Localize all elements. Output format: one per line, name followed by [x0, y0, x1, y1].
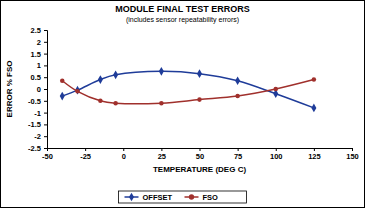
tick: -50	[42, 148, 53, 161]
tick-label: 0	[37, 85, 41, 94]
tick-mark	[44, 65, 47, 66]
tick-mark	[44, 148, 47, 149]
tick-label: -50	[42, 152, 53, 161]
tick: 100	[270, 148, 283, 161]
series-marker	[197, 69, 202, 78]
series-marker	[98, 99, 103, 104]
tick: 1.5	[31, 50, 47, 59]
tick: 2.5	[31, 26, 47, 35]
tick-label: 1	[37, 61, 41, 70]
series-marker	[197, 97, 202, 102]
series-marker	[75, 89, 80, 94]
tick-mark	[44, 77, 47, 78]
tick: 150	[346, 148, 359, 161]
tick: -2.5	[28, 144, 47, 153]
tick-label: -0.5	[28, 97, 41, 106]
axis-line	[48, 149, 353, 152]
chart-border	[1, 1, 365, 208]
tick-label: 0.5	[31, 73, 41, 82]
x-axis: -50 -25 0 25 50 75 100 125 150	[42, 148, 359, 161]
tick: 125	[308, 148, 321, 161]
series-line	[62, 71, 314, 108]
series-marker	[113, 101, 118, 106]
tick-label: 2	[37, 38, 41, 47]
series-marker	[113, 70, 118, 79]
tick-mark	[44, 113, 47, 114]
tick: 75	[234, 148, 242, 161]
tick-label: 1.5	[31, 50, 41, 59]
series-marker	[311, 104, 316, 113]
tick: 0	[37, 85, 47, 94]
tick: 0.5	[31, 73, 47, 82]
tick-mark	[44, 101, 47, 102]
subtitle: (includes sensor repeatability errors)	[126, 16, 239, 24]
tick: -0.5	[28, 97, 47, 106]
tick: -2	[34, 132, 47, 141]
legend-label: FSO	[203, 193, 219, 202]
axis-line	[44, 31, 48, 149]
tick-mark	[44, 42, 47, 43]
tick-label: -1	[34, 109, 41, 118]
title: MODULE FINAL TEST ERRORS	[115, 4, 249, 14]
tick-mark	[352, 148, 353, 151]
tick-mark	[161, 148, 162, 151]
plot: -50 -25 0 25 50 75 100 125 150 -2.5 -2 -1.5 -1 -0.5 0 0…	[28, 26, 359, 161]
tick-mark	[314, 148, 315, 151]
series-group	[60, 67, 317, 112]
tick-label: 125	[308, 152, 321, 161]
legend-marker	[189, 194, 194, 199]
tick: 0	[122, 148, 126, 161]
tick-mark	[85, 148, 86, 151]
tick-mark	[123, 148, 124, 151]
series-marker	[60, 92, 65, 101]
tick-label: 150	[346, 152, 359, 161]
legend: OFFSET FSO	[119, 191, 247, 203]
legend-box	[119, 191, 247, 203]
tick-label: 50	[196, 152, 204, 161]
tick: 2	[37, 38, 47, 47]
series-marker	[312, 77, 317, 82]
series-marker	[75, 86, 80, 95]
x-axis-title: TEMPERATURE (DEG C)	[153, 165, 247, 174]
series-marker	[60, 78, 65, 83]
y-axis: -2.5 -2 -1.5 -1 -0.5 0 0.5 1 1.5 2 2.5	[28, 26, 47, 153]
tick: 25	[158, 148, 166, 161]
series-marker	[235, 94, 240, 99]
tick-label: -25	[80, 152, 91, 161]
series-marker	[159, 67, 164, 76]
tick-label: -2.5	[28, 144, 41, 153]
tick-label: 100	[270, 152, 283, 161]
chart: MODULE FINAL TEST ERRORS (includes sensor…	[0, 0, 365, 208]
tick: 1	[37, 61, 47, 70]
tick: 50	[196, 148, 204, 161]
series-marker	[273, 87, 278, 92]
tick-mark	[44, 136, 47, 137]
tick: -1.5	[28, 120, 47, 129]
tick: -1	[34, 109, 47, 118]
tick-label: 75	[234, 152, 242, 161]
tick-mark	[238, 148, 239, 151]
series-marker	[98, 75, 103, 84]
tick: -25	[80, 148, 91, 161]
tick-mark	[44, 124, 47, 125]
tick-label: -2	[34, 132, 41, 141]
series-marker	[159, 101, 164, 106]
tick-mark	[200, 148, 201, 151]
legend-marker	[129, 193, 134, 202]
tick-mark	[44, 54, 47, 55]
series-marker	[235, 76, 240, 85]
tick-label: 0	[122, 152, 126, 161]
tick-label: 2.5	[31, 26, 41, 35]
tick-label: 25	[158, 152, 166, 161]
legend-label: OFFSET	[143, 193, 173, 202]
series-line	[62, 80, 314, 104]
tick-label: -1.5	[28, 120, 41, 129]
tick-mark	[276, 148, 277, 151]
y-axis-title: ERROR % FSO	[5, 61, 14, 118]
tick-mark	[44, 89, 47, 90]
tick-mark	[44, 30, 47, 31]
